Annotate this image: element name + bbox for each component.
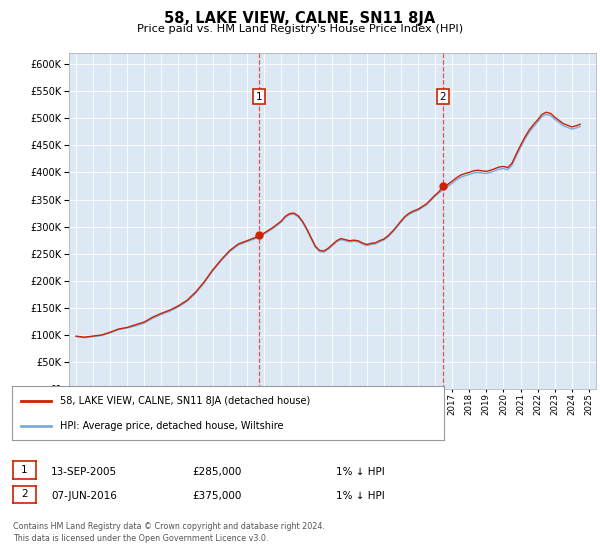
Text: 2: 2 (21, 489, 28, 500)
Text: 2: 2 (439, 91, 446, 101)
Text: 1: 1 (21, 465, 28, 475)
Text: 13-SEP-2005: 13-SEP-2005 (51, 466, 117, 477)
Text: 1% ↓ HPI: 1% ↓ HPI (336, 491, 385, 501)
Text: 1: 1 (256, 91, 262, 101)
Text: £285,000: £285,000 (192, 466, 241, 477)
Text: 58, LAKE VIEW, CALNE, SN11 8JA (detached house): 58, LAKE VIEW, CALNE, SN11 8JA (detached… (59, 396, 310, 407)
Text: Contains HM Land Registry data © Crown copyright and database right 2024.
This d: Contains HM Land Registry data © Crown c… (13, 522, 325, 543)
Text: £375,000: £375,000 (192, 491, 241, 501)
Text: 07-JUN-2016: 07-JUN-2016 (51, 491, 117, 501)
Text: HPI: Average price, detached house, Wiltshire: HPI: Average price, detached house, Wilt… (59, 421, 283, 431)
Text: 58, LAKE VIEW, CALNE, SN11 8JA: 58, LAKE VIEW, CALNE, SN11 8JA (164, 11, 436, 26)
Text: Price paid vs. HM Land Registry's House Price Index (HPI): Price paid vs. HM Land Registry's House … (137, 24, 463, 34)
Text: 1% ↓ HPI: 1% ↓ HPI (336, 466, 385, 477)
